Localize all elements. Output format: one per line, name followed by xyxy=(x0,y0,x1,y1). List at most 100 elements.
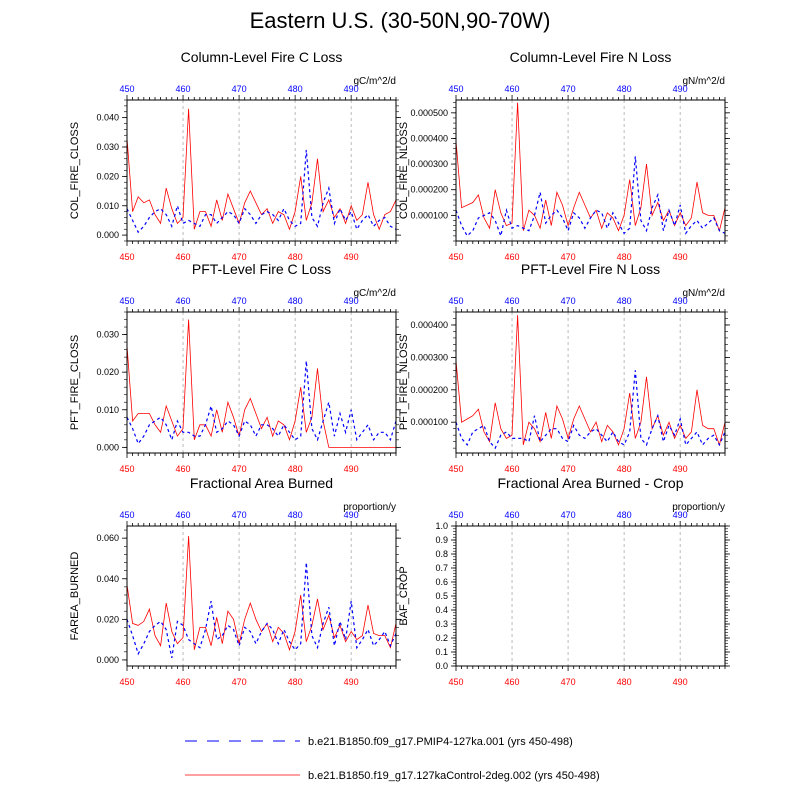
series-line-a xyxy=(456,156,725,239)
y-tick-label: 0.000 xyxy=(96,655,119,665)
x-top-tick-label: 480 xyxy=(617,84,632,94)
x-top-tick-label: 490 xyxy=(344,510,359,520)
y-tick-label: 0.030 xyxy=(96,142,119,152)
x-top-tick-label: 450 xyxy=(448,510,463,520)
panel-title: Column-Level Fire C Loss xyxy=(181,49,343,65)
plot-frame xyxy=(455,99,726,242)
y-tick-label: 0.000400 xyxy=(410,320,448,330)
y-tick-label: 0.000300 xyxy=(410,352,448,362)
x-top-tick-label: 470 xyxy=(561,84,576,94)
x-top-tick-label: 460 xyxy=(505,510,520,520)
series-line-a xyxy=(127,360,396,445)
y-tick-label: 0.000 xyxy=(96,442,119,452)
x-tick-label: 460 xyxy=(505,252,520,262)
y-tick-label: 0.000 xyxy=(96,230,119,240)
x-tick-label: 450 xyxy=(448,252,463,262)
x-tick-label: 460 xyxy=(176,464,191,474)
x-top-tick-label: 450 xyxy=(448,296,463,306)
x-tick-label: 480 xyxy=(288,464,303,474)
x-tick-label: 480 xyxy=(288,677,303,687)
y-axis-label: COL_FIRE_NLOSS xyxy=(398,122,410,219)
y-tick-label: 0.000100 xyxy=(410,210,448,220)
y-axis-label: COL_FIRE_CLOSS xyxy=(69,122,81,219)
y-tick-label: 0.020 xyxy=(96,614,119,624)
x-tick-label: 470 xyxy=(232,252,247,262)
x-tick-label: 450 xyxy=(448,677,463,687)
x-tick-label: 490 xyxy=(673,677,688,687)
panel-title: Fractional Area Burned - Crop xyxy=(498,475,684,491)
x-top-tick-label: 450 xyxy=(448,84,463,94)
units-label: gN/m^2/d xyxy=(683,76,726,87)
x-top-tick-label: 450 xyxy=(119,296,134,306)
x-tick-label: 490 xyxy=(344,464,359,474)
panel-6: Fractional Area Burned - Crop proportion/… xyxy=(398,475,730,687)
x-tick-label: 460 xyxy=(176,677,191,687)
plot-frame xyxy=(455,525,726,667)
x-top-tick-label: 450 xyxy=(119,84,134,94)
x-top-tick-label: 480 xyxy=(617,510,632,520)
x-tick-label: 470 xyxy=(232,464,247,474)
x-top-tick-label: 490 xyxy=(344,84,359,94)
y-tick-label: 0.030 xyxy=(96,330,119,340)
series-line-a xyxy=(127,562,396,659)
x-top-tick-label: 490 xyxy=(344,296,359,306)
y-axis-label: PFT_FIRE_CLOSS xyxy=(69,335,81,430)
series-line-b xyxy=(127,319,396,448)
y-axis-label: FAREA_BURNED xyxy=(69,552,81,641)
y-axis-label: PFT_FIRE_NLOSS xyxy=(398,335,410,430)
x-top-tick-label: 460 xyxy=(505,84,520,94)
x-tick-label: 450 xyxy=(119,252,134,262)
panel-4: PFT-Level Fire N Loss gN/m^2/d PFT_FIRE_NL… xyxy=(398,261,730,474)
x-top-tick-label: 470 xyxy=(232,510,247,520)
series-line-a xyxy=(127,149,396,234)
y-tick-label: 0.060 xyxy=(96,533,119,543)
y-tick-label: 0.4 xyxy=(435,605,448,615)
plot-frame xyxy=(126,99,397,242)
y-tick-label: 0.7 xyxy=(435,563,448,573)
x-tick-label: 480 xyxy=(617,464,632,474)
units-label: proportion/y xyxy=(343,502,396,513)
series-line-b xyxy=(456,102,725,233)
x-top-tick-label: 470 xyxy=(232,84,247,94)
x-top-tick-label: 490 xyxy=(673,84,688,94)
x-tick-label: 480 xyxy=(617,677,632,687)
y-tick-label: 0.9 xyxy=(435,535,448,545)
x-top-tick-label: 460 xyxy=(176,296,191,306)
units-label: gN/m^2/d xyxy=(683,288,726,299)
series-line-b xyxy=(127,108,396,231)
y-tick-label: 0.3 xyxy=(435,619,448,629)
y-tick-label: 0.000400 xyxy=(410,133,448,143)
y-tick-label: 0.040 xyxy=(96,574,119,584)
series-line-b xyxy=(127,536,396,652)
x-top-tick-label: 450 xyxy=(119,510,134,520)
units-label: gC/m^2/d xyxy=(354,76,397,87)
y-tick-label: 0.010 xyxy=(96,201,119,211)
series-line-a xyxy=(456,370,725,450)
y-tick-label: 0.2 xyxy=(435,633,448,643)
y-tick-label: 1.0 xyxy=(435,521,448,531)
panel-title: Fractional Area Burned xyxy=(190,475,333,491)
y-tick-label: 0.5 xyxy=(435,591,448,601)
panels-group: Column-Level Fire C Loss gC/m^2/d COL_FIRE… xyxy=(69,49,730,687)
x-top-tick-label: 490 xyxy=(673,510,688,520)
y-tick-label: 0.6 xyxy=(435,577,448,587)
y-tick-label: 0.010 xyxy=(96,405,119,415)
y-tick-label: 0.000300 xyxy=(410,159,448,169)
x-top-tick-label: 490 xyxy=(673,296,688,306)
x-tick-label: 450 xyxy=(119,677,134,687)
panel-5: Fractional Area Burned proportion/y FAREA_… xyxy=(69,475,401,687)
x-tick-label: 470 xyxy=(561,677,576,687)
x-top-tick-label: 460 xyxy=(176,510,191,520)
y-tick-label: 0.000500 xyxy=(410,108,448,118)
x-tick-label: 470 xyxy=(561,252,576,262)
legend-label-series-b: b.e21.B1850.f19_g17.127kaControl-2deg.00… xyxy=(308,770,600,782)
x-tick-label: 460 xyxy=(505,464,520,474)
panel-2: Column-Level Fire N Loss gN/m^2/d COL_FIRE… xyxy=(398,49,730,262)
panel-title: PFT-Level Fire C Loss xyxy=(192,261,331,277)
x-tick-label: 450 xyxy=(119,464,134,474)
y-tick-label: 0.1 xyxy=(435,647,448,657)
x-top-tick-label: 470 xyxy=(561,510,576,520)
x-tick-label: 460 xyxy=(176,252,191,262)
y-tick-label: 0.000200 xyxy=(410,385,448,395)
